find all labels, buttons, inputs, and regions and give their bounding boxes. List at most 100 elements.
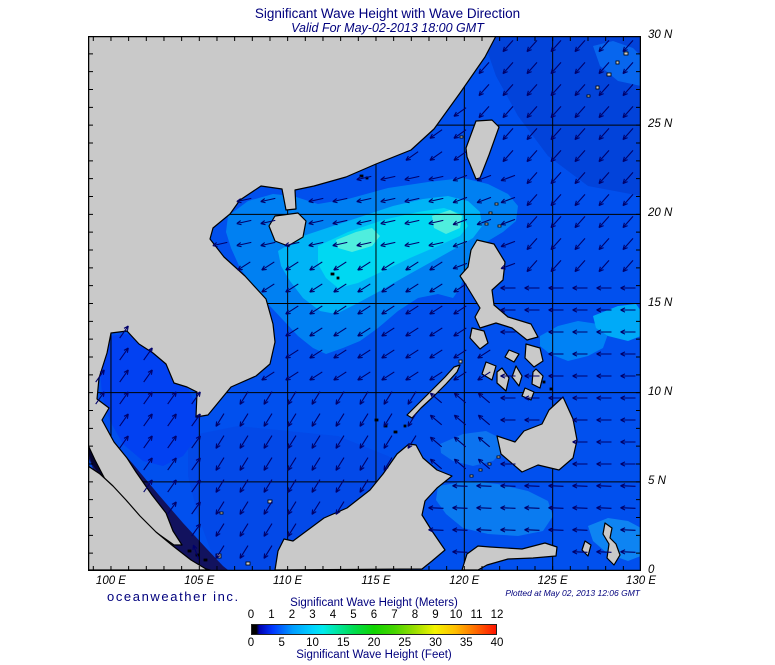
meters-ticks-12: 12 <box>490 609 504 621</box>
land-luzon <box>459 239 539 341</box>
land-leyte <box>531 368 544 389</box>
meters-ticks-5: 5 <box>350 609 357 621</box>
plotted-at-timestamp: Plotted at May 02, 2013 12:06 GMT <box>505 588 640 598</box>
lon-label-120: 120 E <box>449 575 480 587</box>
land-mindoro <box>469 327 489 350</box>
islet <box>203 558 208 562</box>
ocean-patch-gulf-of-thailand <box>100 334 200 466</box>
islet <box>245 561 251 566</box>
lat-label-5: 5 N <box>648 474 666 487</box>
feet-ticks-30: 30 <box>429 637 442 649</box>
feet-ticks-20: 20 <box>367 637 381 649</box>
islet <box>494 202 499 206</box>
islet <box>393 430 398 434</box>
lon-label-115: 115 E <box>361 575 391 587</box>
islet <box>488 211 493 215</box>
page-title: Significant Wave Height with Wave Direct… <box>254 6 521 21</box>
wave-direction-arrows <box>95 40 636 560</box>
feet-ticks-35: 35 <box>459 637 473 649</box>
feet-ticks-15: 15 <box>336 637 350 649</box>
land-bohol <box>521 387 535 401</box>
islet <box>219 511 224 515</box>
land-hainan <box>268 212 307 247</box>
wave-height-colorbar <box>251 624 497 635</box>
map-container <box>88 36 641 571</box>
lon-label-130: 130 E <box>625 575 657 587</box>
meters-ticks-4: 4 <box>329 609 337 621</box>
meters-ticks-0: 0 <box>247 609 255 621</box>
islet <box>403 424 407 428</box>
legend-feet-ticks: 0 5 10 15 20 25 30 35 40 <box>247 637 504 649</box>
land-mindanao <box>496 396 578 473</box>
islet <box>458 359 463 364</box>
lat-label-30: 30 N <box>648 29 673 41</box>
land-cebu <box>511 365 523 387</box>
islet <box>267 499 273 504</box>
meters-ticks-3: 3 <box>309 609 316 621</box>
meters-ticks-10: 10 <box>449 609 463 621</box>
land-layer <box>88 36 629 571</box>
islet <box>478 468 483 472</box>
land-masbate <box>504 349 520 363</box>
meters-ticks-9: 9 <box>432 609 439 621</box>
legend-feet-title: Significant Wave Height (Feet) <box>296 649 452 661</box>
land-palawan <box>406 364 461 419</box>
ocean-patch-north-scs-cyan-core <box>318 208 468 288</box>
feet-ticks-40: 40 <box>490 637 504 649</box>
meters-ticks-8: 8 <box>411 609 419 621</box>
lon-label-105: 105 E <box>184 575 215 587</box>
land-samar <box>524 343 544 368</box>
degree-tick-marks <box>88 36 641 571</box>
valid-time-subtitle: Valid For May-02-2013 18:00 GMT <box>291 21 484 35</box>
islet <box>615 60 620 65</box>
feet-ticks-10: 10 <box>306 637 319 649</box>
islet <box>469 474 474 478</box>
meters-ticks-2: 2 <box>288 609 296 621</box>
islet <box>586 94 591 98</box>
lat-label-0: 0 <box>648 564 655 576</box>
meters-ticks-11: 11 <box>470 609 483 621</box>
meters-ticks-7: 7 <box>391 609 398 621</box>
land-halmahera <box>602 522 621 566</box>
lon-label-110: 110 E <box>273 575 303 587</box>
lon-label-100: 100 E <box>95 575 126 587</box>
land-borneo <box>274 443 453 571</box>
ocean-patch-east-philippines-light <box>540 321 608 361</box>
lat-label-25: 25 N <box>648 118 673 131</box>
islet <box>459 135 464 139</box>
ocean-patch-bright-spot-luzon-strait <box>432 210 462 234</box>
oceanweather-logo-text: oceanweather inc. <box>107 589 240 604</box>
legend-meters-title: Significant Wave Height (Meters) <box>290 597 458 609</box>
islet <box>496 455 501 459</box>
map-layers <box>88 36 641 571</box>
islet <box>542 380 546 384</box>
land-sulawesi <box>461 542 558 571</box>
ocean-patch-bright-spot-central <box>336 228 380 252</box>
islet <box>487 462 492 466</box>
islet <box>359 174 364 178</box>
meters-ticks-1: 1 <box>268 609 275 621</box>
feet-ticks-0: 0 <box>247 637 255 649</box>
meters-ticks-6: 6 <box>370 609 378 621</box>
lat-label-15: 15 N <box>648 296 673 309</box>
islet <box>187 549 192 553</box>
islet <box>330 272 335 276</box>
ocean-patch-celebes-sea-light <box>436 481 553 536</box>
feet-ticks-5: 5 <box>278 637 285 649</box>
feet-ticks-25: 25 <box>398 637 412 649</box>
islet <box>484 222 489 226</box>
ocean-patch-southeast-corner-light <box>588 518 641 561</box>
land-asia-mainland <box>88 36 497 546</box>
islet <box>549 387 553 391</box>
ocean-patch-ne-pacific-darker <box>482 36 641 196</box>
wave-height-field <box>88 36 641 570</box>
islet <box>595 85 600 90</box>
islet <box>606 72 612 77</box>
islet <box>497 224 502 228</box>
islet <box>336 276 340 280</box>
islet <box>623 51 629 56</box>
lat-label-10: 10 N <box>648 385 673 398</box>
lon-label-125: 125 E <box>537 575 568 587</box>
islet <box>374 418 379 422</box>
